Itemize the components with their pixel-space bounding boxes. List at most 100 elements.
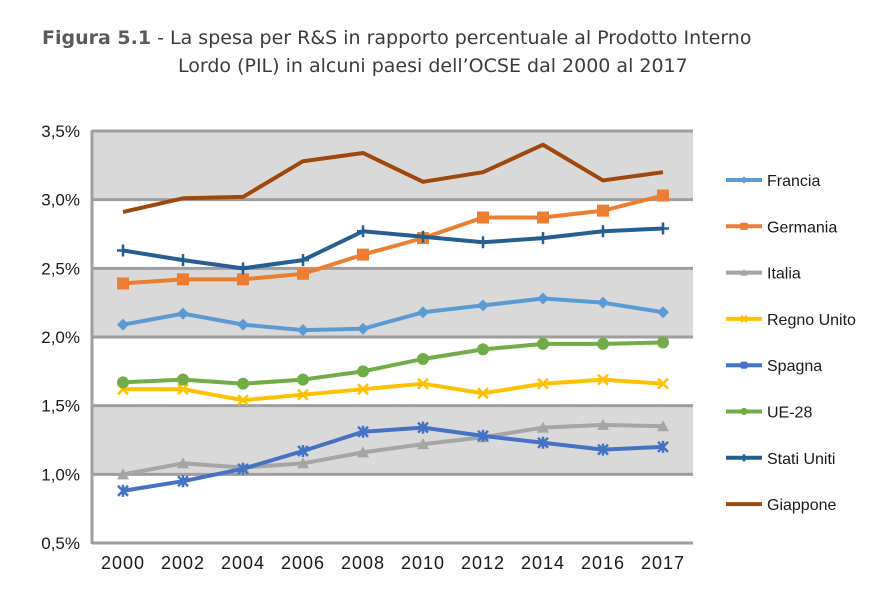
legend-item: Germania [726,219,837,236]
x-tick-label: 2008 [341,553,385,573]
legend-item: Giappone [726,497,836,514]
data-point [417,421,429,434]
data-point [117,468,129,480]
data-point [477,343,489,356]
series-ue-28 [117,336,669,390]
series-group [117,142,669,497]
series-giappone [122,142,664,214]
data-point [117,244,129,257]
data-point [417,352,429,365]
data-point [597,296,609,309]
series-francia [117,292,669,337]
y-tick-label: 2,5% [41,259,80,278]
data-point [177,373,189,386]
x-tick-label: 2016 [581,553,625,573]
data-point [297,457,309,469]
data-point [657,306,669,319]
data-point [597,443,609,456]
data-point [297,388,309,401]
legend-item: Spagna [726,358,822,375]
title-text-1: - La spesa per R&S in rapporto percentua… [151,27,752,49]
y-axis-ticks: 0,5% 1,0% 1,5% 2,0% 2,5% 3,0% 3,5% [41,122,80,553]
legend-item: UE-28 [726,405,812,422]
data-point [417,230,429,243]
data-point [740,407,748,416]
data-point [740,269,748,276]
data-point [477,429,489,442]
data-point [597,373,609,386]
data-point [117,484,129,497]
series-line [122,340,664,386]
x-tick-label: 2014 [521,553,565,573]
data-point [477,299,489,312]
series-spagna [117,421,669,497]
data-point [657,336,669,349]
data-point [657,189,669,202]
data-point [297,444,309,457]
data-point [477,387,489,400]
x-tick-label: 2006 [281,553,325,573]
legend-label: Giappone [767,497,836,514]
y-tick-label: 3,5% [41,122,80,141]
x-tick-label: 2002 [161,553,205,573]
data-point [357,425,369,438]
figure-label: Figura 5.1 [42,27,152,49]
legend-label: Francia [767,173,820,190]
data-point [740,315,748,323]
legend-label: Italia [767,266,801,283]
series-stati-uniti [117,222,669,275]
series-line [122,425,664,493]
data-point [417,438,429,450]
x-tick-label: 2012 [461,553,505,573]
data-point [477,236,489,249]
series-line [122,193,664,286]
data-point [357,365,369,378]
data-point [537,337,549,350]
legend-label: Germania [767,219,837,236]
data-point [117,277,129,290]
data-point [740,361,748,370]
data-point [537,292,549,305]
legend-item: Francia [726,173,820,190]
data-point [537,436,549,449]
data-point [177,307,189,320]
data-point [237,462,249,475]
series-line [122,296,664,333]
data-point [237,273,249,286]
data-point [657,420,669,432]
data-point [297,267,309,280]
y-tick-label: 3,0% [41,191,80,210]
data-point [537,211,549,224]
data-point [177,254,189,267]
data-point [357,225,369,238]
legend-label: UE-28 [767,405,812,422]
series-line [123,377,664,403]
y-tick-label: 0,5% [41,534,80,553]
data-point [237,394,249,407]
data-point [417,377,429,390]
x-tick-label: 2000 [101,553,145,573]
chart-title-line-1: Figura 5.1 - La spesa per R&S in rapport… [42,27,751,49]
legend-label: Spagna [767,358,822,375]
data-point [657,377,669,390]
data-point [597,225,609,238]
series-line [122,422,664,477]
data-point [477,211,489,224]
data-point [357,446,369,458]
data-point [657,440,669,453]
legend-item: Stati Uniti [726,451,835,468]
legend-label: Stati Uniti [767,451,835,468]
data-point [357,383,369,396]
data-point [537,421,549,433]
data-point [417,306,429,319]
x-tick-label: 2004 [221,553,265,573]
data-point [177,273,189,286]
data-point [177,383,189,396]
data-point [657,222,669,235]
data-point [597,204,609,217]
data-point [597,337,609,350]
chart-title-line-2: Lordo (PIL) in alcuni paesi dell’OCSE da… [178,55,688,77]
data-point [237,377,249,390]
data-point [117,318,129,331]
legend-label: Regno Unito [767,312,856,329]
